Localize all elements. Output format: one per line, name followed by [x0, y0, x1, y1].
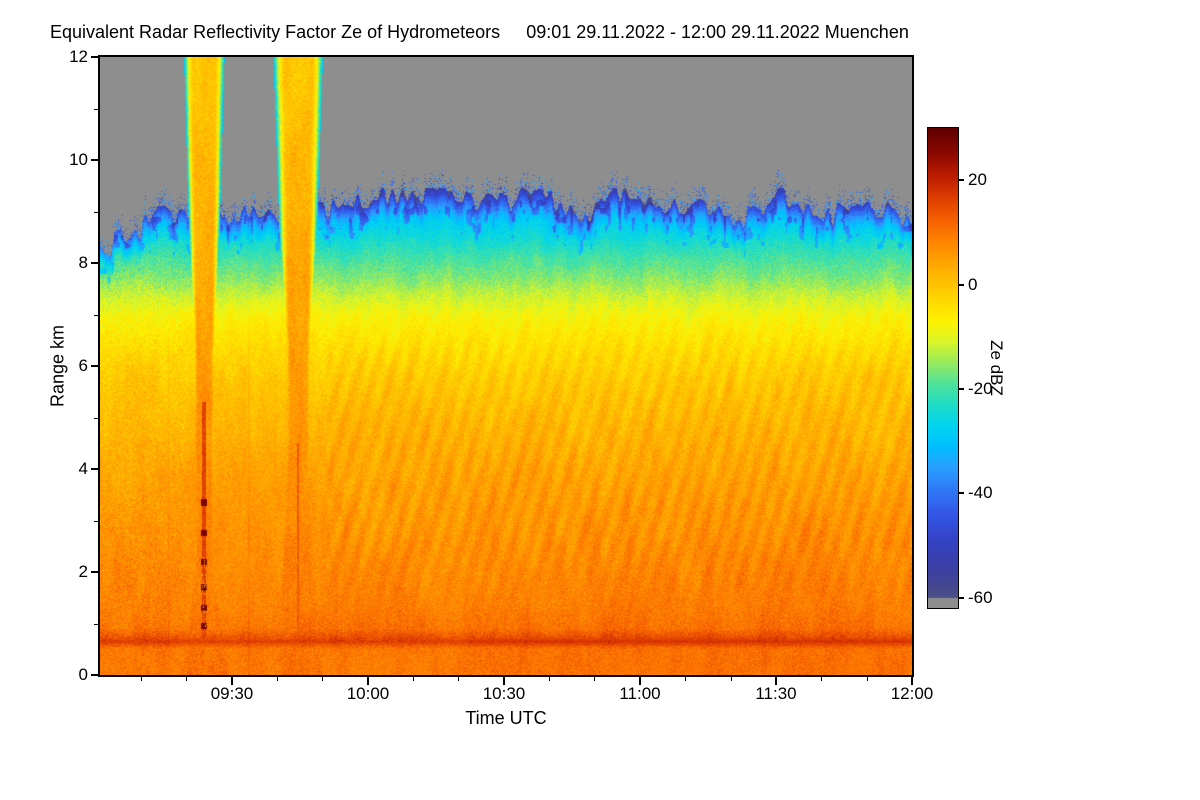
colorbar-tick — [959, 388, 964, 390]
x-minor-tick — [685, 677, 686, 681]
x-major-tick — [639, 677, 641, 685]
colorbar-tick-label: 20 — [968, 170, 987, 189]
x-tick-label: 12:00 — [890, 684, 934, 703]
x-tick-label: 10:00 — [346, 684, 390, 703]
x-minor-tick — [141, 677, 142, 681]
x-minor-tick — [731, 677, 732, 681]
y-minor-tick — [94, 624, 98, 625]
x-major-tick — [911, 677, 913, 685]
plot-title: Equivalent Radar Reflectivity Factor Ze … — [50, 22, 909, 43]
y-tick-label: 0 — [78, 665, 88, 684]
x-minor-tick — [277, 677, 278, 681]
x-minor-tick — [322, 677, 323, 681]
title-main: Equivalent Radar Reflectivity Factor Ze … — [50, 22, 501, 42]
x-tick-label: 09:30 — [210, 684, 254, 703]
x-minor-tick — [549, 677, 550, 681]
y-major-tick — [91, 365, 98, 367]
colorbar-label: Ze dBZ — [987, 340, 1006, 396]
x-major-tick — [775, 677, 777, 685]
colorbar-tick-label: -60 — [968, 588, 993, 607]
x-minor-tick — [821, 677, 822, 681]
y-major-tick — [91, 56, 98, 58]
x-tick-label: 11:30 — [755, 684, 797, 703]
x-tick-label: 11:00 — [619, 684, 661, 703]
y-minor-tick — [94, 418, 98, 419]
colorbar-tick — [959, 284, 964, 286]
x-minor-tick — [186, 677, 187, 681]
y-tick-label: 4 — [78, 459, 88, 478]
y-tick-label: 8 — [78, 253, 88, 272]
title-daterange: 09:01 29.11.2022 - 12:00 29.11.2022 Muen… — [526, 22, 909, 42]
x-minor-tick — [867, 677, 868, 681]
colorbar-tick-label: -40 — [968, 483, 993, 502]
y-minor-tick — [94, 109, 98, 110]
y-major-tick — [91, 674, 98, 676]
colorbar-tick-label: 0 — [968, 275, 978, 294]
colorbar-tick — [959, 179, 964, 181]
y-tick-label: 10 — [69, 150, 88, 169]
y-tick-label: 12 — [69, 47, 88, 66]
y-minor-tick — [94, 521, 98, 522]
y-tick-label: 6 — [78, 356, 88, 375]
x-major-tick — [503, 677, 505, 685]
x-axis-label: Time UTC — [465, 708, 547, 728]
y-major-tick — [91, 159, 98, 161]
x-major-tick — [231, 677, 233, 685]
y-major-tick — [91, 262, 98, 264]
x-minor-tick — [458, 677, 459, 681]
colorbar — [928, 128, 958, 608]
y-tick-label: 2 — [78, 562, 88, 581]
y-major-tick — [91, 571, 98, 573]
y-minor-tick — [94, 315, 98, 316]
colorbar-tick — [959, 492, 964, 494]
x-minor-tick — [594, 677, 595, 681]
y-major-tick — [91, 468, 98, 470]
colorbar-tick — [959, 597, 964, 599]
x-tick-label: 10:30 — [482, 684, 526, 703]
x-major-tick — [367, 677, 369, 685]
y-minor-tick — [94, 212, 98, 213]
heatmap-canvas — [100, 57, 912, 675]
colorbar-tick-label: -20 — [968, 379, 993, 398]
x-minor-tick — [413, 677, 414, 681]
